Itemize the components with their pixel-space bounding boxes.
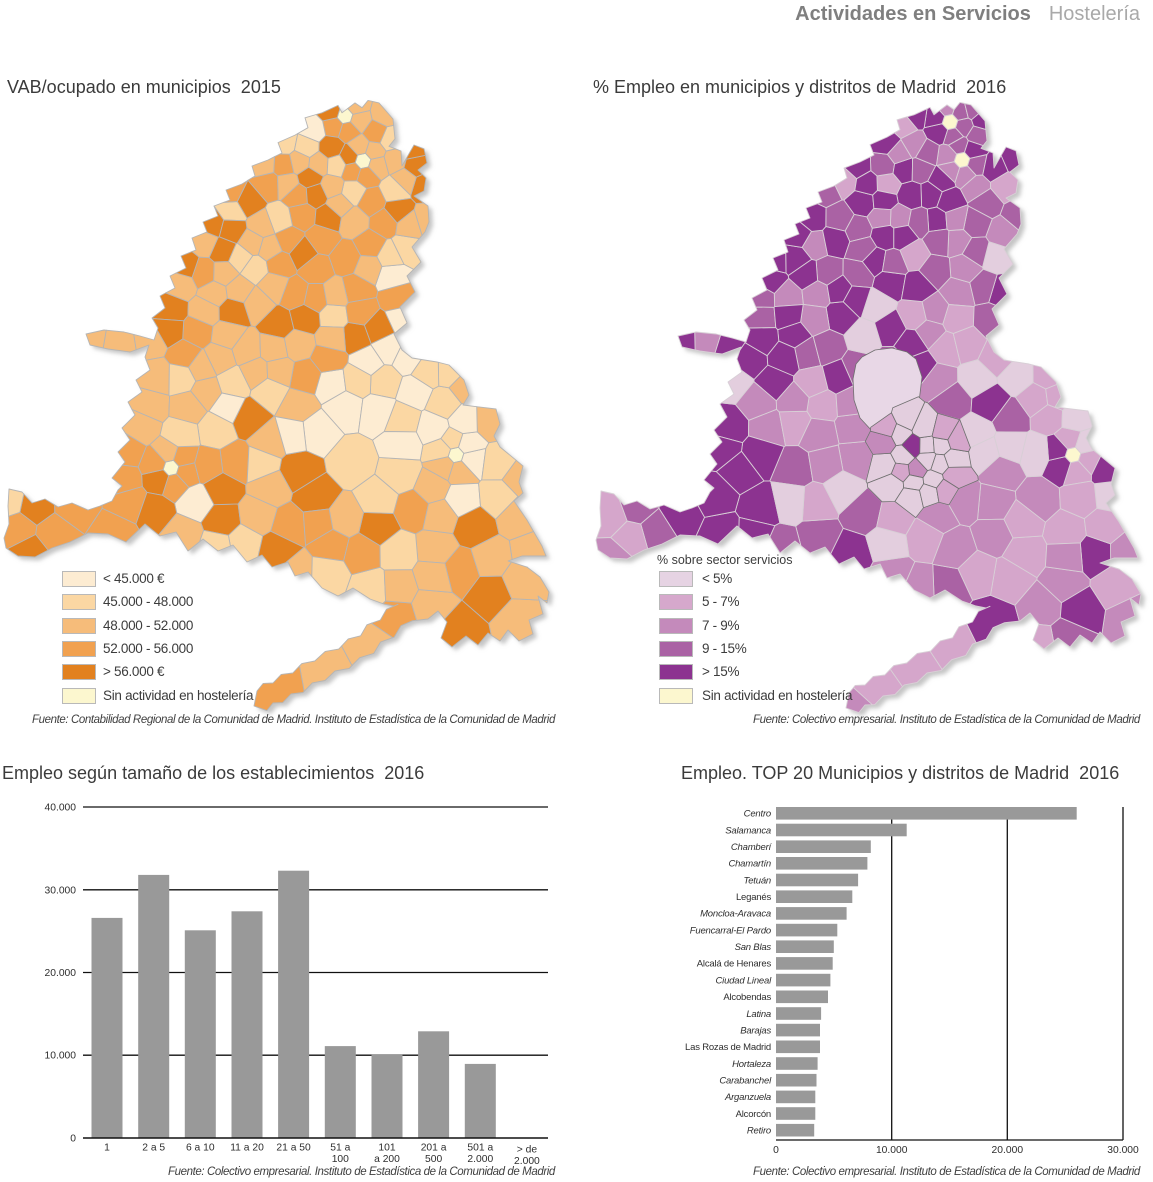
svg-text:51 a: 51 a [330, 1143, 350, 1154]
svg-text:Salamanca: Salamanca [725, 825, 771, 836]
svg-text:Hortaleza: Hortaleza [732, 1059, 771, 1070]
svg-text:30.000: 30.000 [45, 885, 77, 896]
svg-text:21 a 50: 21 a 50 [276, 1143, 311, 1154]
svg-text:10.000: 10.000 [45, 1051, 77, 1062]
svg-text:20.000: 20.000 [45, 968, 77, 979]
svg-text:Alcorcón: Alcorcón [736, 1109, 771, 1120]
svg-text:Chamberí: Chamberí [731, 842, 773, 853]
svg-text:201 a: 201 a [421, 1143, 447, 1154]
svg-text:20.000: 20.000 [992, 1145, 1024, 1156]
svg-text:Las Rozas de Madrid: Las Rozas de Madrid [685, 1042, 771, 1053]
svg-text:100: 100 [332, 1154, 349, 1165]
svg-text:10.000: 10.000 [876, 1145, 908, 1156]
svg-text:40.000: 40.000 [45, 803, 77, 814]
svg-text:6 a 10: 6 a 10 [186, 1143, 215, 1154]
svg-text:Carabanchel: Carabanchel [719, 1076, 772, 1087]
svg-text:1: 1 [104, 1143, 110, 1154]
svg-text:101: 101 [378, 1143, 395, 1154]
svg-text:Ciudad Lineal: Ciudad Lineal [716, 975, 773, 986]
svg-text:> de: > de [517, 1145, 538, 1156]
svg-text:Chamartín: Chamartín [728, 859, 771, 870]
svg-text:Tetuán: Tetuán [743, 875, 771, 886]
svg-text:Centro: Centro [744, 809, 771, 820]
svg-text:Latina: Latina [746, 1009, 771, 1020]
svg-text:2 a 5: 2 a 5 [142, 1143, 165, 1154]
svg-text:Moncloa-Aravaca: Moncloa-Aravaca [700, 909, 771, 920]
svg-text:11 a 20: 11 a 20 [230, 1143, 264, 1154]
svg-text:500: 500 [425, 1154, 442, 1165]
svg-text:0: 0 [773, 1145, 779, 1156]
svg-text:Alcalá de Henares: Alcalá de Henares [697, 959, 772, 970]
svg-text:Fuencarral-El Pardo: Fuencarral-El Pardo [690, 925, 771, 936]
svg-text:a 200: a 200 [374, 1154, 400, 1165]
svg-text:Alcobendas: Alcobendas [723, 992, 771, 1003]
svg-text:Arganzuela: Arganzuela [724, 1092, 771, 1103]
svg-text:2.000: 2.000 [514, 1156, 540, 1167]
svg-text:501 a: 501 a [467, 1143, 493, 1154]
svg-text:San Blas: San Blas [735, 942, 772, 953]
svg-text:30.000: 30.000 [1107, 1145, 1139, 1156]
svg-text:Retiro: Retiro [747, 1126, 771, 1137]
svg-text:Leganés: Leganés [736, 892, 772, 903]
svg-text:Barajas: Barajas [740, 1025, 771, 1036]
svg-text:2.000: 2.000 [467, 1154, 493, 1165]
svg-text:0: 0 [70, 1134, 76, 1145]
